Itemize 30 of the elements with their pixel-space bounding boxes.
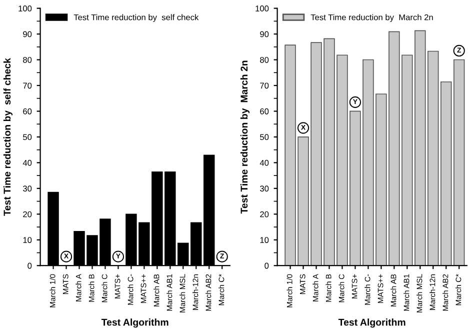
y-tick-label: 60 [23, 108, 32, 114]
bar [453, 59, 465, 266]
y-axis-title: Test Time reduction by March 2n [240, 60, 250, 214]
y-tick-label: 10 [260, 237, 269, 243]
y-tick-label: 40 [22, 160, 32, 166]
y-tick-label: 80 [260, 56, 269, 63]
y-tick-label: 20 [260, 211, 269, 218]
y-tick-label: 80 [23, 56, 32, 63]
x-axis-title: Test Algorithm [338, 318, 406, 328]
y-tick-label: 10 [23, 237, 32, 243]
x-axis-title: Test Algorithm [101, 318, 168, 328]
y-tick-label: 0 [264, 262, 269, 269]
legend-label: Test Time reduction by self check [74, 14, 199, 22]
y-tick-label: 0 [28, 262, 32, 269]
y-axis-title: Test Time reduction by self check [3, 58, 12, 216]
y-tick-label: 100 [18, 6, 32, 12]
legend-label: Test Time reduction by March 2n [310, 14, 433, 22]
y-tick-label: 90 [260, 31, 269, 38]
y-tick-label: 90 [23, 31, 32, 38]
y-tick-label: 40 [260, 160, 269, 166]
y-tick-label: 20 [23, 211, 32, 218]
y-tick-label: 100 [256, 6, 269, 12]
y-tick-label: 70 [260, 82, 269, 89]
y-tick-label: 30 [23, 186, 32, 192]
y-tick-label: 50 [260, 134, 269, 140]
bar [440, 81, 452, 266]
y-tick-label: 60 [260, 108, 269, 114]
y-tick-label: 70 [23, 82, 32, 89]
y-tick-label: 50 [23, 134, 32, 140]
y-tick-label: 30 [260, 186, 269, 192]
